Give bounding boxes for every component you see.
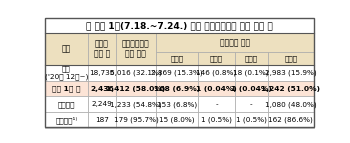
Text: 18 (0.1%): 18 (0.1%) xyxy=(233,70,269,76)
Bar xyxy=(45,65,88,81)
Text: 변이바이러스
검출 건수: 변이바이러스 검출 건수 xyxy=(122,39,150,59)
Text: 6,016 (32.1%): 6,016 (32.1%) xyxy=(110,70,162,76)
Bar xyxy=(88,96,116,112)
Text: -: - xyxy=(250,101,253,107)
Bar xyxy=(156,112,198,128)
Text: 1 (0.5%): 1 (0.5%) xyxy=(236,117,267,123)
Bar xyxy=(116,96,156,112)
Bar xyxy=(45,18,314,33)
Bar xyxy=(234,65,268,81)
Text: 2,436: 2,436 xyxy=(90,86,114,92)
Bar xyxy=(234,112,268,128)
Text: 187: 187 xyxy=(95,117,109,123)
Bar xyxy=(268,96,314,112)
Text: 1,412 (58.0%): 1,412 (58.0%) xyxy=(106,86,166,92)
Bar xyxy=(116,65,156,81)
Bar xyxy=(198,81,235,96)
Bar xyxy=(156,81,198,96)
Bar xyxy=(268,65,314,81)
Bar xyxy=(156,96,198,112)
Text: 최근 1주 계: 최근 1주 계 xyxy=(52,85,81,92)
Text: 감마형: 감마형 xyxy=(245,55,258,62)
Bar xyxy=(198,96,235,112)
Text: 누계
('20년 12월~): 누계 ('20년 12월~) xyxy=(45,66,88,80)
Text: 146 (0.8%): 146 (0.8%) xyxy=(196,70,237,76)
Text: 15 (8.0%): 15 (8.0%) xyxy=(159,117,195,123)
Bar xyxy=(116,33,156,65)
Text: -: - xyxy=(215,101,218,107)
Bar xyxy=(198,112,235,128)
Bar xyxy=(88,112,116,128)
Bar xyxy=(156,33,314,52)
Text: 구분: 구분 xyxy=(62,45,71,54)
Text: 해외유입¹⁾: 해외유입¹⁾ xyxy=(55,116,78,124)
Text: 1 (0.5%): 1 (0.5%) xyxy=(201,117,232,123)
Bar xyxy=(198,65,235,81)
Text: 바이러스 유형: 바이러스 유형 xyxy=(219,38,250,47)
Bar xyxy=(156,65,198,81)
Bar xyxy=(88,81,116,96)
Bar xyxy=(268,112,314,128)
Text: 18,735: 18,735 xyxy=(89,70,115,76)
Text: 델타형: 델타형 xyxy=(284,55,297,62)
Text: 1,080 (48.0%): 1,080 (48.0%) xyxy=(265,101,316,108)
Bar xyxy=(45,33,88,65)
Bar xyxy=(156,52,198,65)
Bar xyxy=(116,81,156,96)
Text: 베타형: 베타형 xyxy=(210,55,223,62)
Text: 2,983 (15.9%): 2,983 (15.9%) xyxy=(265,70,316,76)
Text: 국내감염: 국내감염 xyxy=(58,101,75,108)
Text: 1 (0.04%): 1 (0.04%) xyxy=(196,86,237,92)
Text: 【 최근 1주(7.18.~7.24.) 주요 변이바이러스 확인 현황 】: 【 최근 1주(7.18.~7.24.) 주요 변이바이러스 확인 현황 】 xyxy=(86,21,273,30)
Text: 알파형: 알파형 xyxy=(170,55,183,62)
Text: 162 (86.6%): 162 (86.6%) xyxy=(268,117,313,123)
Bar xyxy=(45,112,88,128)
Bar xyxy=(268,81,314,96)
Text: 168 (6.9%): 168 (6.9%) xyxy=(154,86,200,92)
Text: 1,242 (51.0%): 1,242 (51.0%) xyxy=(261,86,320,92)
Text: 179 (95.7%): 179 (95.7%) xyxy=(113,117,158,123)
Text: 1 (0.04%): 1 (0.04%) xyxy=(231,86,272,92)
Text: 1,233 (54.8%): 1,233 (54.8%) xyxy=(110,101,162,108)
Text: 2,869 (15.3%): 2,869 (15.3%) xyxy=(151,70,203,76)
Bar xyxy=(198,52,235,65)
Bar xyxy=(234,52,268,65)
Bar xyxy=(234,81,268,96)
Bar xyxy=(116,112,156,128)
Bar xyxy=(234,96,268,112)
Text: 유전자
분석 수: 유전자 분석 수 xyxy=(94,39,110,59)
Text: 2,249: 2,249 xyxy=(92,101,112,107)
Bar xyxy=(45,81,88,96)
Bar xyxy=(88,65,116,81)
Bar xyxy=(45,96,88,112)
Text: 153 (6.8%): 153 (6.8%) xyxy=(157,101,197,108)
Bar xyxy=(268,52,314,65)
Bar xyxy=(88,33,116,65)
